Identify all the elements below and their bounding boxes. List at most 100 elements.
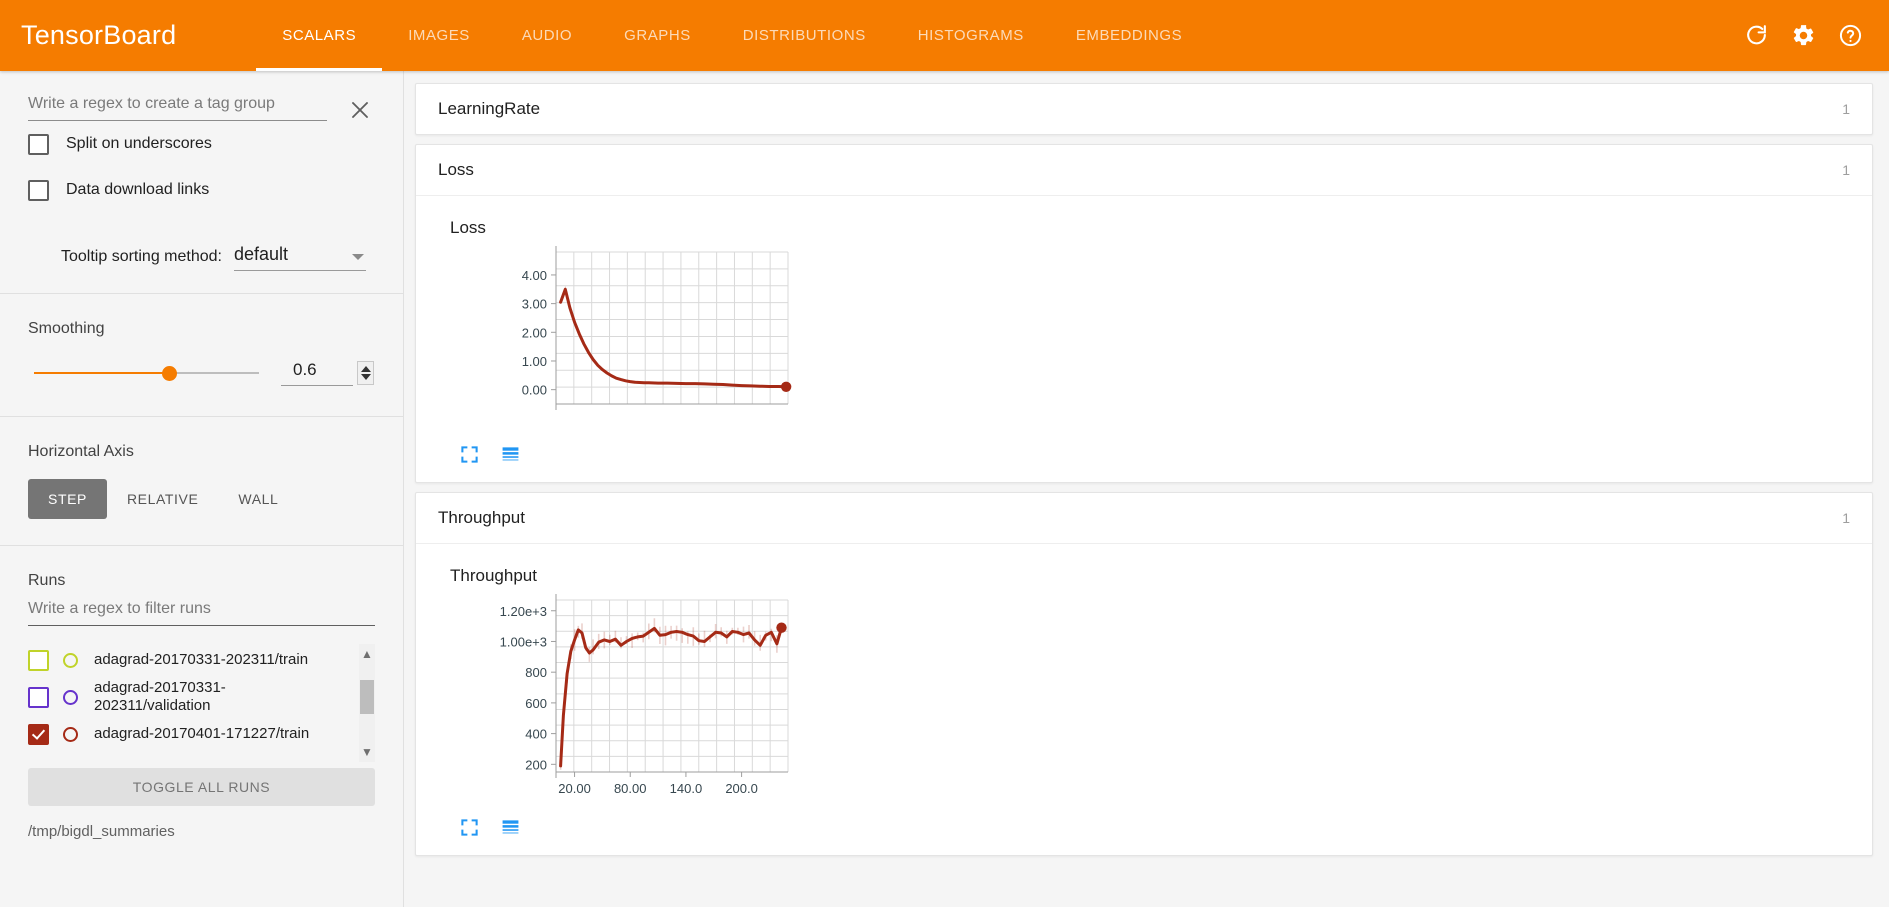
chart-title-loss: Loss (450, 218, 486, 237)
svg-text:80.00: 80.00 (614, 781, 647, 796)
stepper-down-icon[interactable] (360, 374, 371, 380)
chart-loss[interactable]: 0.00 1.00 2.00 3.00 4.00 (438, 244, 1850, 439)
section-title: Loss (438, 160, 474, 179)
checkbox-box (28, 179, 49, 201)
smoothing-slider[interactable] (34, 363, 259, 383)
chart-toolbar-throughput (438, 812, 1850, 841)
section-loss: Loss 1 Loss 0.00 1.00 2.00 3.00 4.00 (415, 144, 1873, 483)
section-body-loss: Loss 0.00 1.00 2.00 3.00 4.00 (416, 196, 1872, 482)
sidebar: Split on underscores Data download links… (0, 71, 404, 907)
tab-scalars[interactable]: SCALARS (256, 0, 383, 71)
run-checkbox[interactable] (28, 649, 49, 671)
svg-text:600: 600 (525, 696, 547, 711)
tooltip-sorting-label: Tooltip sorting method: (61, 248, 222, 265)
section-header-throughput[interactable]: Throughput 1 (416, 493, 1872, 543)
divider (0, 416, 403, 417)
close-icon[interactable] (345, 95, 375, 125)
tooltip-sorting-select[interactable]: default (233, 244, 366, 271)
run-color-dot (63, 689, 78, 705)
svg-text:1.20e+3: 1.20e+3 (500, 604, 547, 619)
data-series-icon[interactable] (501, 445, 520, 464)
tab-images[interactable]: IMAGES (408, 27, 470, 44)
run-color-dot (63, 652, 78, 668)
runs-filter-input[interactable] (28, 600, 375, 626)
runs-filter-row (0, 590, 403, 626)
horizontal-axis-options: STEP RELATIVE WALL (0, 461, 403, 519)
data-series-icon[interactable] (501, 818, 520, 837)
svg-text:2.00: 2.00 (522, 325, 547, 340)
divider (0, 545, 403, 546)
run-item-2[interactable]: adagrad-20170401-171227/train (28, 719, 375, 751)
tag-regex-row (0, 71, 403, 121)
chart-title-throughput: Throughput (450, 566, 537, 585)
svg-text:400: 400 (525, 727, 547, 742)
smoothing-value: 0.6 (293, 360, 317, 379)
expand-icon[interactable] (460, 818, 479, 837)
svg-text:20.00: 20.00 (558, 781, 591, 796)
horizontal-axis-title: Horizontal Axis (28, 443, 134, 460)
smoothing-row: 0.6 (0, 338, 403, 386)
checkbox-data-download-links[interactable]: Data download links (0, 167, 403, 213)
svg-text:140.0: 140.0 (670, 781, 703, 796)
axis-option-step[interactable]: STEP (28, 479, 107, 519)
tab-audio[interactable]: AUDIO (521, 27, 573, 44)
toggle-all-runs-button[interactable]: TOGGLE ALL RUNS (28, 768, 375, 806)
scrollbar-thumb[interactable] (360, 680, 374, 714)
gear-icon[interactable] (1786, 19, 1820, 53)
smoothing-title: Smoothing (28, 320, 105, 337)
section-body-throughput: Throughput 200 400 600 800 1.00e+3 1.20e+3 20.… (416, 544, 1872, 855)
run-label: adagrad-20170331-202311/train (94, 650, 309, 668)
smoothing-stepper[interactable] (357, 361, 374, 385)
section-throughput: Throughput 1 Throughput 200 400 600 800 1.00… (415, 492, 1873, 856)
run-item-1[interactable]: adagrad-20170331-202311/validation (28, 676, 375, 719)
run-label: adagrad-20170331-202311/validation (94, 679, 226, 715)
tooltip-sorting-row: Tooltip sorting method: default (0, 213, 403, 271)
main-navigation-tabs: SCALARS IMAGES AUDIO GRAPHS DISTRIBUTION… (256, 0, 1208, 71)
svg-text:1.00: 1.00 (522, 354, 547, 369)
slider-knob[interactable] (162, 366, 177, 381)
svg-text:3.00: 3.00 (522, 297, 547, 312)
svg-text:0.00: 0.00 (522, 383, 547, 398)
tab-distributions[interactable]: DISTRIBUTIONS (742, 27, 866, 44)
checkbox-split-on-underscores[interactable]: Split on underscores (0, 121, 403, 167)
checkbox-box (28, 133, 49, 155)
section-count: 1 (1842, 101, 1850, 117)
tab-embeddings[interactable]: EMBEDDINGS (1075, 27, 1183, 44)
run-checkbox[interactable] (28, 724, 49, 746)
svg-text:1.00e+3: 1.00e+3 (500, 634, 547, 649)
help-icon[interactable] (1833, 19, 1867, 53)
axis-option-relative[interactable]: RELATIVE (126, 491, 199, 507)
scroll-down-icon[interactable]: ▼ (361, 745, 373, 759)
chevron-down-icon (351, 254, 364, 260)
section-learningrate: LearningRate 1 (415, 83, 1873, 135)
checkbox-label: Split on underscores (66, 135, 212, 152)
slider-fill (34, 372, 169, 374)
section-title: LearningRate (438, 99, 541, 118)
chart-toolbar-loss (438, 439, 1850, 468)
tab-graphs[interactable]: GRAPHS (624, 27, 691, 44)
expand-icon[interactable] (460, 445, 479, 464)
runs-title: Runs (28, 572, 66, 589)
scroll-up-icon[interactable]: ▲ (361, 647, 373, 661)
chart-loss-svg: 0.00 1.00 2.00 3.00 4.00 (522, 246, 792, 410)
svg-text:200: 200 (525, 757, 547, 772)
section-header-loss[interactable]: Loss 1 (416, 145, 1872, 195)
runs-scrollbar[interactable]: ▲ ▼ (359, 644, 375, 762)
axis-option-wall[interactable]: WALL (238, 491, 279, 507)
run-checkbox[interactable] (28, 686, 49, 708)
run-item-0[interactable]: adagrad-20170331-202311/train (28, 644, 375, 676)
chart-throughput[interactable]: 200 400 600 800 1.00e+3 1.20e+3 20.00 80.00 140.… (438, 592, 1850, 812)
section-count: 1 (1842, 162, 1850, 178)
section-header-learningrate[interactable]: LearningRate 1 (416, 84, 1872, 134)
tab-histograms[interactable]: HISTOGRAMS (917, 27, 1024, 44)
run-label: adagrad-20170401-171227/train (94, 725, 310, 743)
tag-regex-input[interactable] (28, 95, 327, 121)
section-count: 1 (1842, 510, 1850, 526)
smoothing-value-field[interactable]: 0.6 (281, 360, 353, 386)
checkbox-label: Data download links (66, 181, 210, 198)
refresh-icon[interactable] (1739, 19, 1773, 53)
header-actions (1739, 19, 1889, 53)
stepper-up-icon[interactable] (360, 366, 371, 372)
app-header: TensorBoard SCALARS IMAGES AUDIO GRAPHS … (0, 0, 1889, 71)
svg-text:200.0: 200.0 (725, 781, 758, 796)
